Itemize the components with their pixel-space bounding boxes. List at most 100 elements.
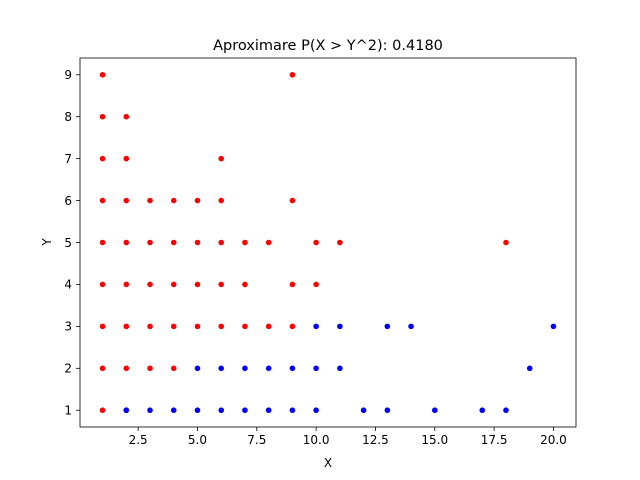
data-point — [218, 197, 225, 204]
data-point — [123, 281, 130, 288]
data-point — [503, 407, 509, 414]
data-point — [99, 281, 106, 288]
x-tick-label: 17.5 — [481, 433, 508, 447]
data-point — [289, 365, 296, 372]
data-point — [147, 365, 153, 372]
data-point — [218, 281, 225, 288]
data-point — [194, 281, 201, 288]
data-point — [218, 239, 225, 246]
data-point — [242, 365, 248, 372]
data-point — [170, 281, 177, 288]
data-point — [147, 323, 153, 330]
data-point — [170, 407, 177, 414]
y-tick-label: 7 — [64, 152, 72, 166]
y-axis-label: Y — [40, 238, 54, 247]
data-point — [99, 197, 106, 204]
data-point — [526, 365, 533, 372]
x-tick-label: 5.0 — [188, 433, 207, 447]
data-point — [242, 323, 248, 330]
data-point — [99, 71, 106, 78]
data-point — [194, 407, 201, 414]
data-point — [384, 407, 391, 414]
y-tick-label: 4 — [64, 278, 72, 292]
data-point — [384, 323, 391, 330]
y-tick-label: 8 — [64, 110, 72, 124]
data-point — [289, 197, 296, 204]
data-point — [479, 407, 486, 414]
data-point — [337, 323, 343, 330]
x-tick-label: 7.5 — [247, 433, 266, 447]
data-point — [337, 239, 343, 246]
data-point — [99, 365, 106, 372]
chart-title: Aproximare P(X > Y^2): 0.4180 — [213, 38, 443, 54]
y-tick-label: 1 — [64, 404, 72, 418]
data-point — [147, 281, 153, 288]
data-points — [99, 71, 557, 414]
data-point — [265, 239, 272, 246]
data-point — [337, 365, 343, 372]
data-point — [242, 239, 248, 246]
x-axis-label: X — [324, 456, 332, 470]
data-point — [123, 239, 130, 246]
data-point — [218, 323, 225, 330]
data-point — [313, 323, 319, 330]
data-point — [313, 407, 319, 414]
data-point — [242, 281, 248, 288]
y-tick-label: 5 — [64, 236, 72, 250]
data-point — [147, 197, 153, 204]
data-point — [431, 407, 438, 414]
data-point — [170, 323, 177, 330]
data-point — [123, 197, 130, 204]
x-tick-label: 12.5 — [362, 433, 389, 447]
x-tick-label: 10.0 — [303, 433, 330, 447]
x-tick-label: 20.0 — [540, 433, 567, 447]
y-tick-label: 9 — [64, 68, 72, 82]
x-axis-ticks: 2.5 5.0 7.5 10.0 12.5 15.0 17.5 20.0 — [129, 427, 567, 447]
data-point — [289, 71, 296, 78]
y-tick-label: 2 — [64, 362, 72, 376]
data-point — [99, 407, 106, 414]
data-point — [218, 407, 225, 414]
x-tick-label: 15.0 — [421, 433, 448, 447]
data-point — [147, 239, 153, 246]
data-point — [123, 365, 130, 372]
data-point — [194, 323, 201, 330]
data-point — [123, 407, 130, 414]
data-point — [147, 407, 153, 414]
data-point — [170, 365, 177, 372]
data-point — [313, 365, 319, 372]
data-point — [550, 323, 557, 330]
data-point — [289, 281, 296, 288]
data-point — [289, 407, 296, 414]
data-point — [408, 323, 414, 330]
data-point — [194, 197, 201, 204]
data-point — [194, 239, 201, 246]
data-point — [218, 365, 225, 372]
y-axis-ticks: 1 2 3 4 5 6 7 8 9 — [64, 68, 80, 418]
data-point — [313, 281, 319, 288]
data-point — [503, 239, 509, 246]
x-tick-label: 2.5 — [129, 433, 148, 447]
data-point — [194, 365, 201, 372]
data-point — [218, 155, 225, 162]
data-point — [123, 323, 130, 330]
data-point — [242, 407, 248, 414]
y-tick-label: 6 — [64, 194, 72, 208]
data-point — [170, 197, 177, 204]
data-point — [313, 239, 319, 246]
y-tick-label: 3 — [64, 320, 72, 334]
data-point — [99, 113, 106, 120]
data-point — [360, 407, 367, 414]
data-point — [170, 239, 177, 246]
data-point — [123, 113, 130, 120]
data-point — [265, 365, 272, 372]
data-point — [123, 155, 130, 162]
data-point — [99, 239, 106, 246]
data-point — [99, 323, 106, 330]
data-point — [265, 323, 272, 330]
data-point — [265, 407, 272, 414]
data-point — [289, 323, 296, 330]
data-point — [99, 155, 106, 162]
